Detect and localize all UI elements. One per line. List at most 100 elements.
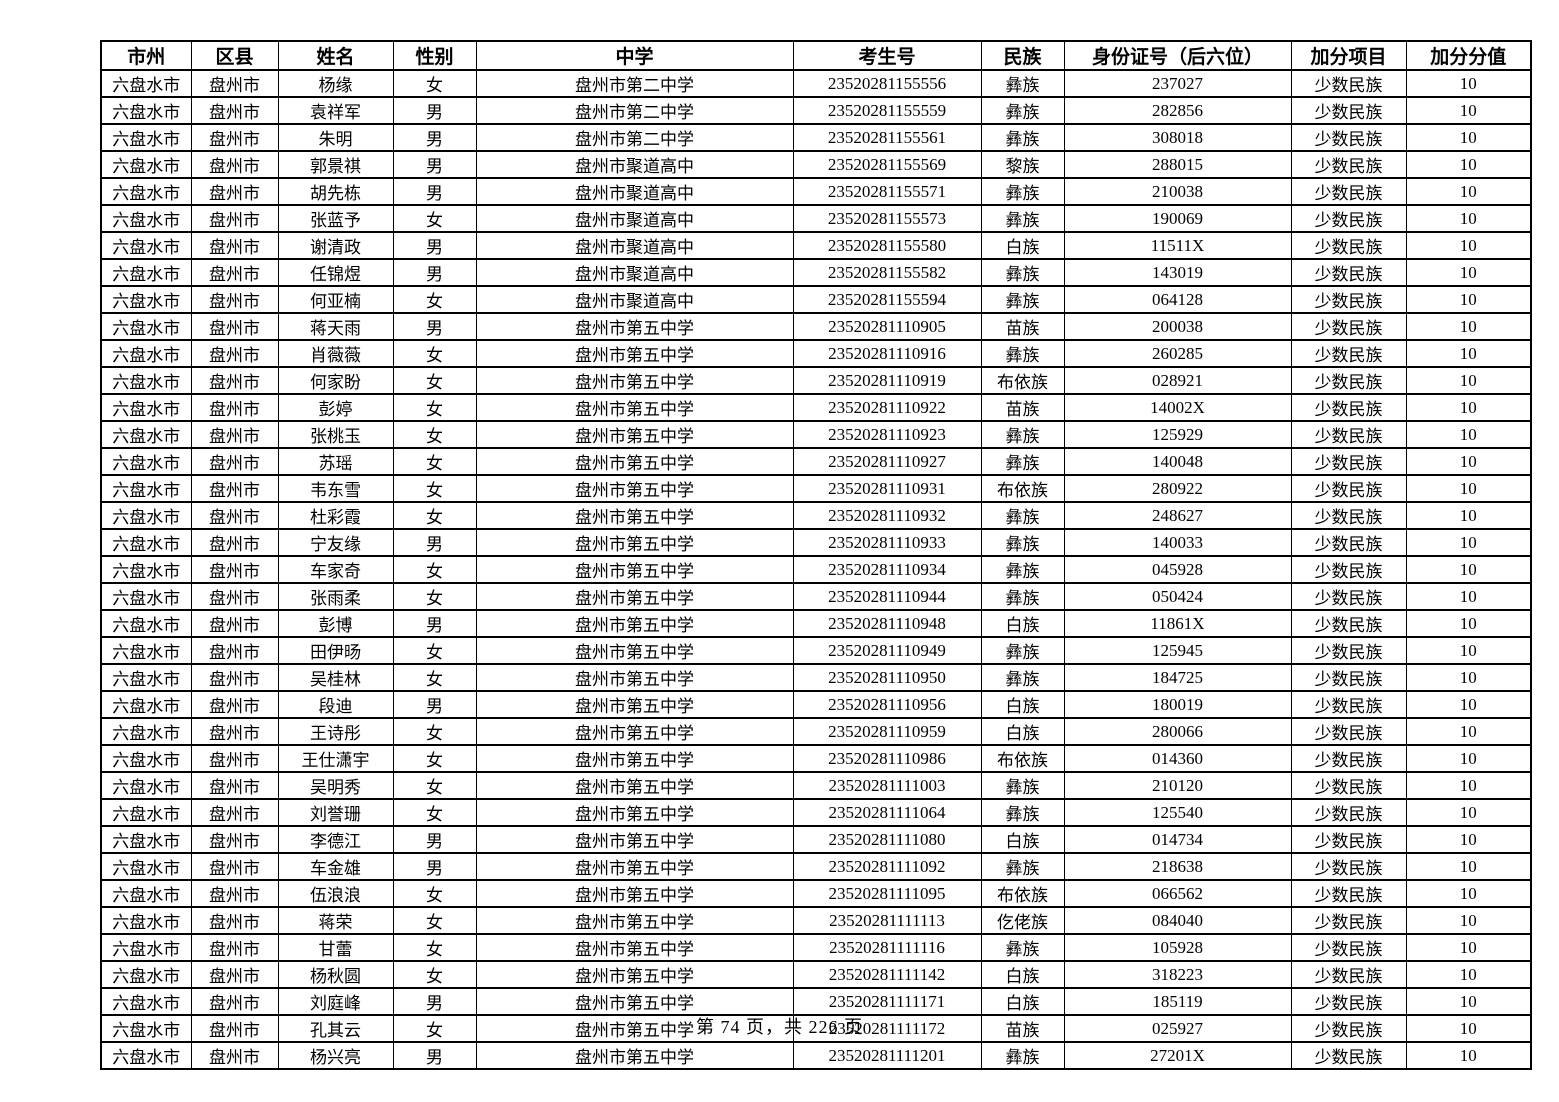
table-cell: 女 <box>392 798 477 827</box>
table-cell: 彝族 <box>980 798 1065 827</box>
table-cell: 少数民族 <box>1290 555 1407 584</box>
table-cell: 张蓝予 <box>277 204 394 233</box>
table-cell: 237027 <box>1063 69 1292 98</box>
table-cell: 彝族 <box>980 177 1065 206</box>
table-cell: 23520281110934 <box>792 555 982 584</box>
table-cell: 男 <box>392 825 477 854</box>
table-row: 六盘水市 盘州市 车家奇女盘州市第五中学 23520281110934 彝族 045928… <box>100 555 1532 584</box>
table-cell: 六盘水市 <box>100 690 192 719</box>
table-cell: 23520281111142 <box>792 960 982 989</box>
table-cell: 盘州市第五中学 <box>475 393 794 422</box>
table-cell: 10 <box>1405 663 1532 692</box>
table-cell: 刘庭峰 <box>277 987 394 1016</box>
table-cell: 彝族 <box>980 123 1065 152</box>
table-cell: 少数民族 <box>1290 906 1407 935</box>
table-cell: 六盘水市 <box>100 258 192 287</box>
table-cell: 彝族 <box>980 339 1065 368</box>
table-cell: 六盘水市 <box>100 177 192 206</box>
table-cell: 少数民族 <box>1290 474 1407 503</box>
table-cell: 女 <box>392 582 477 611</box>
table-cell: 少数民族 <box>1290 339 1407 368</box>
table-cell: 盘州市第五中学 <box>475 339 794 368</box>
table-cell: 肖薇薇 <box>277 339 394 368</box>
table-cell: 女 <box>392 204 477 233</box>
table-cell: 23520281110950 <box>792 663 982 692</box>
table-cell: 23520281110933 <box>792 528 982 557</box>
table-cell: 少数民族 <box>1290 987 1407 1016</box>
table-cell: 六盘水市 <box>100 960 192 989</box>
table-cell: 23520281111113 <box>792 906 982 935</box>
table-cell: 318223 <box>1063 960 1292 989</box>
table-cell: 谢清政 <box>277 231 394 260</box>
table-cell: 男 <box>392 528 477 557</box>
table-cell: 男 <box>392 123 477 152</box>
table-cell: 女 <box>392 663 477 692</box>
table-cell: 男 <box>392 312 477 341</box>
table-cell: 盘州市第五中学 <box>475 879 794 908</box>
table-cell: 彝族 <box>980 933 1065 962</box>
table-cell: 308018 <box>1063 123 1292 152</box>
table-cell: 盘州市 <box>190 69 279 98</box>
table-cell: 少数民族 <box>1290 420 1407 449</box>
table-cell: 盘州市第五中学 <box>475 744 794 773</box>
table-cell: 盘州市第五中学 <box>475 420 794 449</box>
column-header: 民族 <box>980 40 1065 71</box>
table-cell: 彝族 <box>980 96 1065 125</box>
table-cell: 田伊旸 <box>277 636 394 665</box>
table-cell: 六盘水市 <box>100 825 192 854</box>
table-row: 六盘水市 盘州市 刘庭峰男盘州市第五中学 23520281111171 白族 185119… <box>100 987 1532 1016</box>
table-cell: 盘州市聚道高中 <box>475 231 794 260</box>
table-cell: 10 <box>1405 420 1532 449</box>
table-cell: 六盘水市 <box>100 204 192 233</box>
table-cell: 彝族 <box>980 528 1065 557</box>
table-cell: 彝族 <box>980 204 1065 233</box>
table-cell: 少数民族 <box>1290 960 1407 989</box>
table-cell: 11861X <box>1063 609 1292 638</box>
table-cell: 苗族 <box>980 1014 1065 1043</box>
table-cell: 050424 <box>1063 582 1292 611</box>
table-cell: 彝族 <box>980 420 1065 449</box>
table-cell: 盘州市 <box>190 393 279 422</box>
table-cell: 盘州市 <box>190 609 279 638</box>
table-cell: 23520281111116 <box>792 933 982 962</box>
table-cell: 少数民族 <box>1290 582 1407 611</box>
table-cell: 23520281155582 <box>792 258 982 287</box>
table-cell: 苗族 <box>980 312 1065 341</box>
table-cell: 盘州市第二中学 <box>475 123 794 152</box>
table-row: 六盘水市 盘州市 段迪男盘州市第五中学 23520281110956 白族 180019 少… <box>100 690 1532 719</box>
table-cell: 六盘水市 <box>100 339 192 368</box>
table-cell: 宁友缘 <box>277 528 394 557</box>
table-cell: 143019 <box>1063 258 1292 287</box>
table-cell: 盘州市第五中学 <box>475 501 794 530</box>
table-cell: 盘州市第五中学 <box>475 1041 794 1070</box>
table-cell: 23520281110944 <box>792 582 982 611</box>
table-cell: 盘州市 <box>190 1014 279 1043</box>
table-cell: 少数民族 <box>1290 366 1407 395</box>
table-cell: 23520281110931 <box>792 474 982 503</box>
table-row: 六盘水市 盘州市 张蓝予女盘州市聚道高中 23520281155573 彝族 190069… <box>100 204 1532 233</box>
table-cell: 彝族 <box>980 582 1065 611</box>
table-cell: 23520281111092 <box>792 852 982 881</box>
table-cell: 23520281110949 <box>792 636 982 665</box>
table-cell: 盘州市第五中学 <box>475 312 794 341</box>
table-cell: 女 <box>392 960 477 989</box>
table-row: 六盘水市 盘州市 何家盼女盘州市第五中学 23520281110919 布依族 02892… <box>100 366 1532 395</box>
table-cell: 六盘水市 <box>100 582 192 611</box>
table-cell: 六盘水市 <box>100 1014 192 1043</box>
table-cell: 盘州市 <box>190 501 279 530</box>
table-cell: 六盘水市 <box>100 798 192 827</box>
table-cell: 少数民族 <box>1290 690 1407 719</box>
table-cell: 少数民族 <box>1290 231 1407 260</box>
table-row: 六盘水市 盘州市 袁祥军男盘州市第二中学 23520281155559 彝族 282856… <box>100 96 1532 125</box>
table-cell: 10 <box>1405 582 1532 611</box>
table-cell: 六盘水市 <box>100 609 192 638</box>
table-cell: 李德江 <box>277 825 394 854</box>
table-cell: 盘州市聚道高中 <box>475 258 794 287</box>
table-cell: 10 <box>1405 501 1532 530</box>
table-row: 六盘水市 盘州市 苏瑶女盘州市第五中学 23520281110927 彝族 140048 少… <box>100 447 1532 476</box>
table-cell: 23520281111171 <box>792 987 982 1016</box>
table-cell: 盘州市第五中学 <box>475 366 794 395</box>
table-cell: 布依族 <box>980 879 1065 908</box>
table-cell: 少数民族 <box>1290 501 1407 530</box>
table-cell: 彝族 <box>980 285 1065 314</box>
